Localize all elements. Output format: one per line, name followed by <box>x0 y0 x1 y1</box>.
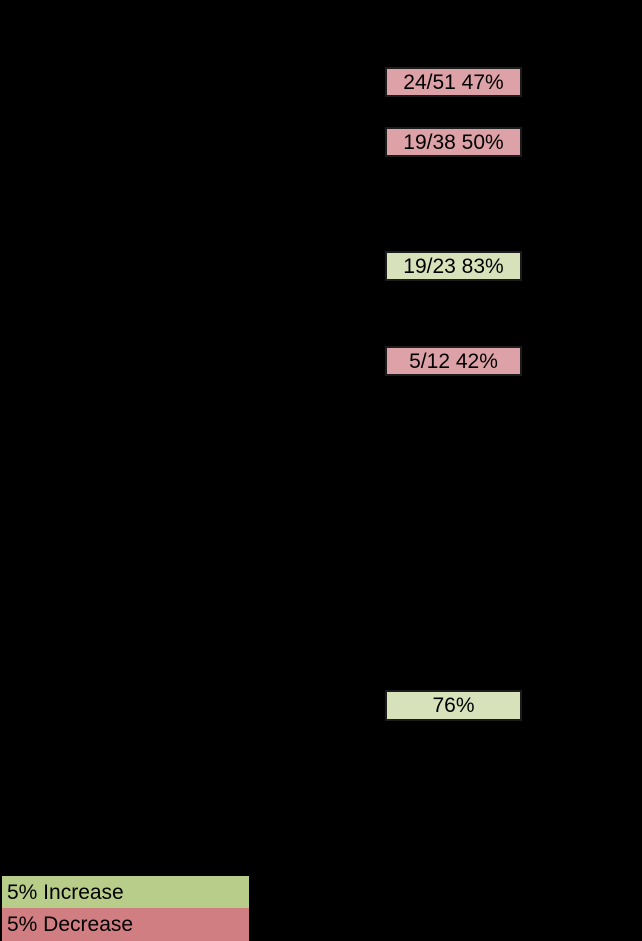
data-label-box-4: 5/12 42% <box>385 346 522 376</box>
data-label-box-3: 19/23 83% <box>385 251 522 281</box>
data-label-box-2: 19/38 50% <box>385 127 522 157</box>
legend-item-increase: 5% Increase <box>2 876 249 908</box>
legend-item-decrease: 5% Decrease <box>2 908 249 941</box>
data-label-box-5: 76% <box>385 690 522 721</box>
data-label-box-1: 24/51 47% <box>385 67 522 97</box>
